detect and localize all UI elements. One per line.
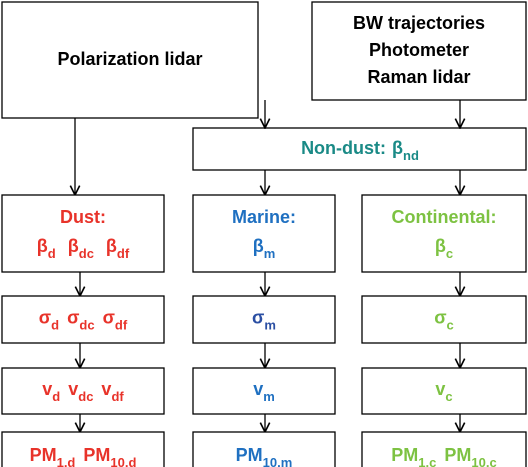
symbol-base: PM <box>30 445 57 465</box>
source-label: Photometer <box>369 40 469 60</box>
symbol-base: v <box>42 379 52 399</box>
symbols: vc <box>435 379 452 404</box>
polarization-lidar-box <box>1 1 259 119</box>
symbols: βm <box>253 236 276 261</box>
box <box>361 194 527 273</box>
symbol-sub: dc <box>79 246 94 261</box>
symbol-base: σ <box>252 307 264 327</box>
label: Non-dust: <box>301 138 386 158</box>
symbol-base: β <box>392 138 403 158</box>
column-label: Marine: <box>232 207 296 227</box>
symbol-sub: d <box>52 389 60 404</box>
symbol-sub: dc <box>79 317 94 332</box>
symbol-sub: df <box>117 246 130 261</box>
symbols: βc <box>435 236 453 261</box>
symbols: σm <box>252 307 276 332</box>
box <box>361 367 527 415</box>
symbol-base: σ <box>67 307 79 327</box>
box <box>192 295 336 344</box>
box <box>192 431 336 467</box>
symbol-base: PM <box>391 445 418 465</box>
symbol-base: β <box>68 236 79 256</box>
symbol-sub: 10,m <box>263 455 293 467</box>
box <box>1 194 165 273</box>
symbol-base: β <box>435 236 446 256</box>
sources-box <box>311 1 527 101</box>
column-label: Dust: <box>60 207 106 227</box>
column-label: Continental: <box>392 207 497 227</box>
box <box>361 295 527 344</box>
symbol-sub: 1,d <box>57 455 76 467</box>
symbol-base: PM <box>83 445 110 465</box>
symbol-sub: c <box>445 389 452 404</box>
source-label: BW trajectories <box>353 13 485 33</box>
symbol-base: σ <box>39 307 51 327</box>
symbol-sub: df <box>111 389 124 404</box>
box <box>361 431 527 467</box>
box <box>192 367 336 415</box>
symbol-sub: nd <box>403 148 419 163</box>
symbol-base: β <box>106 236 117 256</box>
symbol-sub: m <box>263 389 275 404</box>
box <box>1 431 165 467</box>
symbol-base: v <box>253 379 263 399</box>
symbol-sub: 10,d <box>110 455 136 467</box>
symbol-sub: 1,c <box>418 455 436 467</box>
symbol-base: β <box>253 236 264 256</box>
non-dust-box <box>192 127 527 171</box>
symbols: PM1,d PM10,d <box>30 445 137 467</box>
polarization-lidar-label: Polarization lidar <box>57 49 202 69</box>
symbol-base: σ <box>434 307 446 327</box>
symbol-sub: m <box>264 246 276 261</box>
arrows <box>75 100 460 195</box>
symbol-sub: c <box>447 317 454 332</box>
symbol-base: PM <box>444 445 471 465</box>
symbols: PM10,m <box>236 445 293 467</box>
symbol-base: v <box>435 379 445 399</box>
box <box>192 194 336 273</box>
symbol-base: v <box>101 379 111 399</box>
symbol-sub: c <box>446 246 453 261</box>
symbol-base: β <box>37 236 48 256</box>
non-dust-label: Non-dust: βnd <box>301 138 419 163</box>
symbol-sub: d <box>51 317 59 332</box>
symbol-sub: m <box>264 317 276 332</box>
symbol-sub: dc <box>78 389 93 404</box>
symbol-sub: d <box>48 246 56 261</box>
symbol-sub: 10,c <box>471 455 496 467</box>
box <box>1 367 165 415</box>
symbols: vm <box>253 379 275 404</box>
symbols: σc <box>434 307 454 332</box>
symbols: PM1,c PM10,c <box>391 445 496 467</box>
symbol-base: σ <box>103 307 115 327</box>
symbols: βd βdc βdf <box>37 236 130 261</box>
box <box>1 295 165 344</box>
symbols: vd vdc vdf <box>42 379 124 404</box>
symbol-base: v <box>68 379 78 399</box>
symbol-sub: df <box>115 317 128 332</box>
symbol-base: PM <box>236 445 263 465</box>
source-label: Raman lidar <box>367 67 470 87</box>
symbols: σd σdc σdf <box>39 307 128 332</box>
